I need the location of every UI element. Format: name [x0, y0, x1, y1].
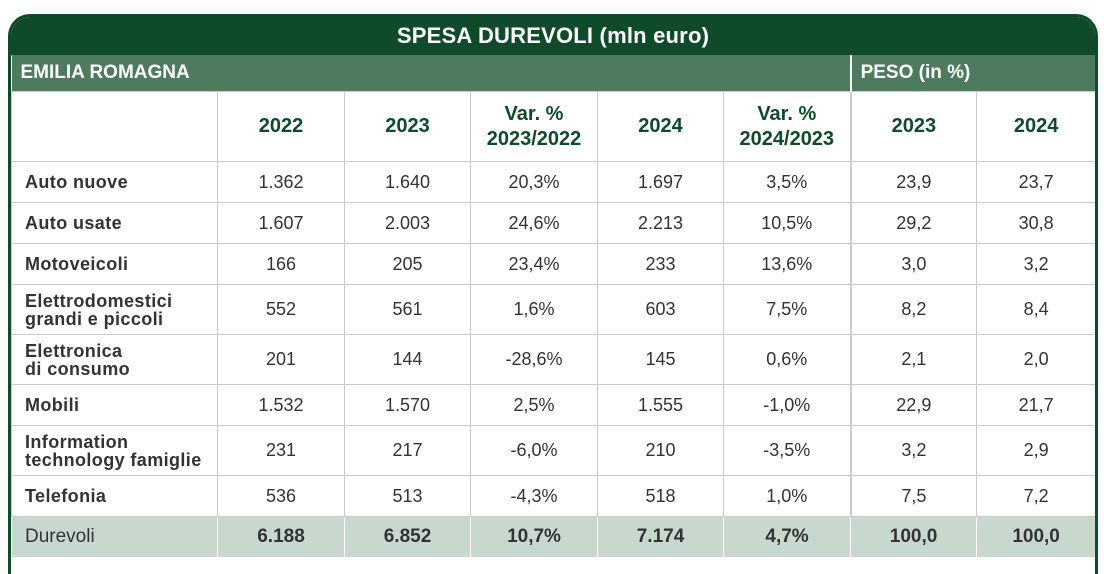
row-label: Motoveicoli [11, 243, 218, 285]
total-cell: 4,7% [722, 516, 852, 558]
group-header-row: EMILIA ROMAGNA PESO (in %) [11, 55, 1095, 92]
table-cell: 233 [597, 243, 724, 285]
peso-header: PESO (in %) [850, 55, 1095, 92]
table-cell: 30,8 [976, 202, 1095, 244]
row-label: Auto usate [11, 202, 218, 244]
table-cell: 23,7 [976, 161, 1095, 203]
total-row: Durevoli 6.188 6.852 10,7% 7.174 4,7% 100,0 100… [11, 516, 1095, 558]
header-empty-cell [11, 91, 218, 162]
total-cell: 6.188 [217, 516, 345, 558]
total-cell: 6.852 [344, 516, 471, 558]
table-cell: 8,2 [849, 284, 978, 335]
table-cell: 3,2 [849, 425, 978, 476]
table-row: Elettrodomestici grandi e piccoli 552 561 1,… [11, 284, 1095, 335]
table-cell: 2,0 [976, 334, 1095, 385]
table-cell: 1.607 [217, 202, 345, 244]
column-header: 2022 [217, 91, 345, 162]
table-cell: 210 [597, 425, 724, 476]
row-label: Auto nuove [11, 161, 218, 203]
table-cell: 2,5% [470, 384, 598, 426]
table-row: Motoveicoli 166 205 23,4% 233 13,6% 3,0 3,2 [11, 243, 1095, 285]
column-header: 2024 [597, 91, 724, 162]
table-cell: 1.362 [217, 161, 345, 203]
column-header: Var. % 2023/2022 [470, 91, 598, 162]
durable-spending-table: EMILIA ROMAGNA PESO (in %) 2022 2023 Var. … [11, 55, 1095, 558]
table-cell: 7,2 [976, 475, 1095, 517]
table-cell: 3,5% [722, 161, 852, 203]
row-label: Telefonia [11, 475, 218, 517]
table-cell: 1.697 [597, 161, 724, 203]
table-cell: 3,2 [976, 243, 1095, 285]
table-cell: 21,7 [976, 384, 1095, 426]
table-cell: 1,6% [470, 284, 598, 335]
column-header: 2023 [344, 91, 471, 162]
table-cell: 2,9 [976, 425, 1095, 476]
table-cell: 144 [344, 334, 471, 385]
region-label: EMILIA ROMAGNA [11, 55, 852, 92]
table-cell: 13,6% [722, 243, 852, 285]
table-cell: 24,6% [470, 202, 598, 244]
table-row: Auto usate 1.607 2.003 24,6% 2.213 10,5% 29,2 3… [11, 202, 1095, 244]
table-cell: 10,5% [722, 202, 852, 244]
column-header: 2023 [849, 91, 978, 162]
table-cell: 513 [344, 475, 471, 517]
table-cell: 231 [217, 425, 345, 476]
table-cell: 7,5 [849, 475, 978, 517]
table-cell: 22,9 [849, 384, 978, 426]
column-header-row: 2022 2023 Var. % 2023/2022 2024 Var. % 2024/20… [11, 91, 1095, 162]
table-cell: -6,0% [470, 425, 598, 476]
table-cell: 1.570 [344, 384, 471, 426]
column-header: Var. % 2024/2023 [722, 91, 852, 162]
table-row: Auto nuove 1.362 1.640 20,3% 1.697 3,5% 23,9 23… [11, 161, 1095, 203]
table-frame: SPESA DUREVOLI (mln euro) EMILIA ROMAGNA… [8, 14, 1098, 574]
table-cell: 2.213 [597, 202, 724, 244]
table-cell: 3,0 [849, 243, 978, 285]
table-cell: 217 [344, 425, 471, 476]
table-cell: 536 [217, 475, 345, 517]
table-cell: 2.003 [344, 202, 471, 244]
table-cell: 561 [344, 284, 471, 335]
table-cell: -28,6% [470, 334, 598, 385]
table-cell: 7,5% [722, 284, 852, 335]
table-cell: 29,2 [849, 202, 978, 244]
total-label: Durevoli [11, 516, 218, 558]
table-cell: -1,0% [722, 384, 852, 426]
row-label: Elettrodomestici grandi e piccoli [11, 284, 218, 335]
table-row: Information technology famiglie 231 217 -6,0… [11, 425, 1095, 476]
table-cell: 1,0% [722, 475, 852, 517]
total-cell: 100,0 [850, 516, 978, 558]
table-cell: -3,5% [722, 425, 852, 476]
table-cell: 1.532 [217, 384, 345, 426]
column-header: 2024 [976, 91, 1095, 162]
row-label: Information technology famiglie [11, 425, 218, 476]
table-title: SPESA DUREVOLI (mln euro) [11, 17, 1095, 55]
row-label: Mobili [11, 384, 218, 426]
table-cell: 201 [217, 334, 345, 385]
total-cell: 100,0 [976, 516, 1095, 558]
table-row: Telefonia 536 513 -4,3% 518 1,0% 7,5 7,2 [11, 475, 1095, 517]
table-cell: 2,1 [849, 334, 978, 385]
table-cell: 166 [217, 243, 345, 285]
table-cell: 20,3% [470, 161, 598, 203]
table-cell: 23,4% [470, 243, 598, 285]
table-cell: 552 [217, 284, 345, 335]
table-row: Elettronica di consumo 201 144 -28,6% 145 0,6%… [11, 334, 1095, 385]
table-row: Mobili 1.532 1.570 2,5% 1.555 -1,0% 22,9 21,7 [11, 384, 1095, 426]
table-cell: 8,4 [976, 284, 1095, 335]
table-cell: 1.640 [344, 161, 471, 203]
table-cell: 0,6% [722, 334, 852, 385]
total-cell: 7.174 [597, 516, 724, 558]
table-cell: 603 [597, 284, 724, 335]
table-cell: 205 [344, 243, 471, 285]
table-cell: -4,3% [470, 475, 598, 517]
row-label: Elettronica di consumo [11, 334, 218, 385]
table-cell: 23,9 [849, 161, 978, 203]
table-cell: 1.555 [597, 384, 724, 426]
total-cell: 10,7% [470, 516, 598, 558]
table-cell: 145 [597, 334, 724, 385]
table-cell: 518 [597, 475, 724, 517]
